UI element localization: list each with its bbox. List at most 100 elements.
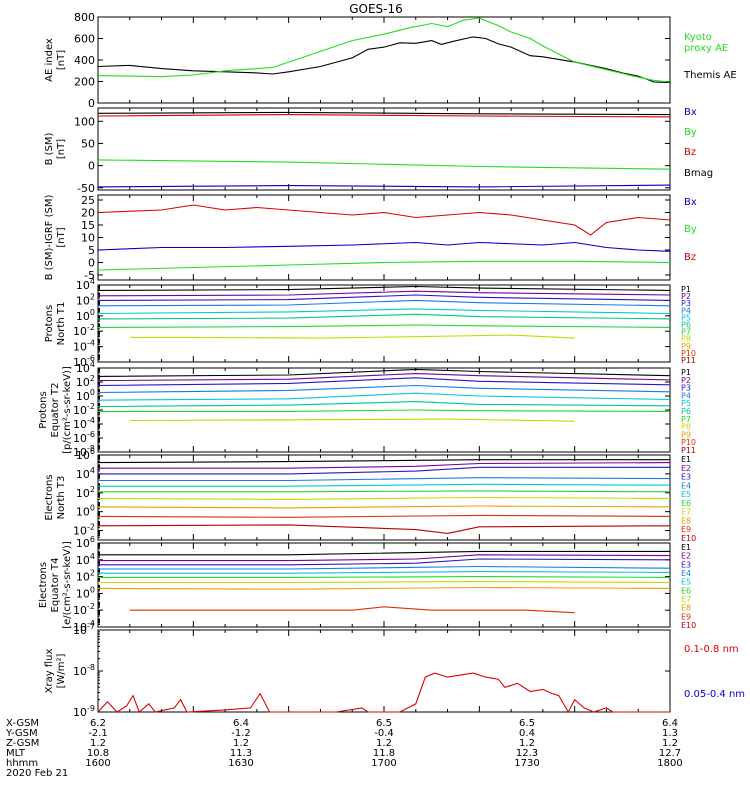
x-axis-value: 1630	[228, 758, 253, 769]
x-axis-value: 11.3	[230, 748, 252, 759]
legend-entry: Bz	[684, 252, 696, 263]
y-tick-label: 102	[76, 485, 95, 500]
legend-entry: P8	[681, 335, 691, 344]
panel-xray: 10-9 10-8 10-7 Xray flux [W/m²] 0.1-0.8 nm 0.0…	[44, 622, 745, 719]
panel-bsm: -50 0 50 100 B (SM) [nT] Bx By Bz Bmag	[44, 107, 713, 195]
legend-entry: E7	[681, 595, 691, 604]
legend-entry: P10	[681, 349, 696, 358]
y-axis-label: Equator T4	[50, 558, 61, 613]
series-p6	[97, 313, 671, 320]
y-tick-label: 15	[81, 219, 95, 232]
series-p4	[97, 384, 671, 394]
y-tick-label: 400	[74, 54, 95, 67]
legend-entry: P1	[681, 285, 691, 294]
x-axis-value: 1800	[657, 758, 682, 769]
x-axis-value: 12.7	[659, 748, 681, 759]
legend-entry: E3	[681, 560, 691, 569]
legend-entry: P2	[681, 292, 691, 301]
series-bz	[97, 204, 671, 236]
y-tick-label: 5	[88, 244, 95, 257]
x-axis-value: 6.5	[519, 718, 535, 729]
x-axis-value: -0.4	[374, 728, 394, 739]
y-axis-label: B (SM)	[44, 132, 55, 165]
series-p1	[97, 368, 671, 377]
x-axis-value: 6.5	[376, 718, 392, 729]
x-axis-value: 6.2	[90, 718, 106, 729]
y-axis-label: [nT]	[56, 227, 67, 247]
x-axis-value: 1.2	[90, 738, 106, 749]
series-e8	[97, 586, 671, 590]
legend-entry: E1	[681, 543, 691, 552]
x-axis-value: 12.3	[516, 748, 538, 759]
series-p2	[97, 373, 671, 382]
y-tick-label: 100	[76, 504, 95, 519]
legend-entry: P4	[681, 391, 691, 400]
y-tick-label: 104	[76, 552, 95, 567]
series-e4	[98, 477, 671, 482]
legend: Bx By Bz	[684, 197, 697, 263]
y-tick-label: 104	[76, 277, 95, 292]
legend-entry: Themis AE	[683, 70, 737, 81]
x-axis-value: 1.2	[376, 738, 392, 749]
x-axis-value: 1700	[371, 758, 396, 769]
legend-entry: E4	[681, 569, 691, 578]
y-axis-label: Electrons	[38, 562, 49, 608]
y-tick-label: 10-6	[73, 354, 95, 369]
legend-entry: P5	[681, 399, 691, 408]
series-p3	[97, 377, 671, 387]
y-axis-label: Protons	[44, 305, 55, 342]
series-p6	[97, 401, 671, 408]
y-axis-label: [nT]	[56, 139, 67, 159]
series-e6	[98, 490, 671, 493]
legend-entry: E5	[681, 578, 691, 587]
x-axis-value: 1.2	[233, 738, 249, 749]
x-axis-value: 1600	[85, 758, 110, 769]
panel-frame	[97, 16, 671, 104]
y-tick-label: 100	[76, 585, 95, 600]
series-p8	[129, 334, 575, 339]
x-axis-value: 6.4	[662, 718, 678, 729]
series-0.1-0.8-nm	[97, 672, 670, 714]
series-e7	[97, 496, 671, 500]
series-p5	[97, 308, 671, 315]
y-tick-label: 10-6	[73, 430, 95, 445]
legend-entry: 0.1-0.8 nm	[684, 644, 739, 655]
legend-entry: E2	[681, 552, 691, 561]
legend-entry: P7	[681, 328, 691, 337]
series-e5	[98, 571, 671, 574]
x-axis-value: 1.3	[662, 728, 678, 739]
legend-entry: E9	[681, 612, 691, 621]
y-tick-label: 102	[76, 374, 95, 389]
legend-entry: Kyoto	[684, 32, 712, 43]
y-axis-label: Electrons	[44, 474, 55, 520]
y-axis-label: Equator T2	[50, 383, 61, 438]
y-tick-label: 104	[76, 360, 95, 375]
legend-entry: P5	[681, 313, 691, 322]
y-tick-label: 10-4	[73, 416, 95, 431]
series-p1	[97, 285, 671, 291]
y-tick-label: 800	[74, 11, 95, 24]
legend-entry: E8	[681, 516, 691, 525]
series-e3	[98, 466, 670, 475]
series-kyoto-proxy-ae	[97, 17, 671, 83]
y-axis-label: AE index	[44, 38, 55, 82]
legend-entry: E10	[681, 621, 696, 630]
y-tick-label: 10-4	[73, 339, 95, 354]
series-e6	[98, 576, 671, 578]
y-tick-label: 104	[76, 466, 95, 481]
legend-entry: E6	[681, 586, 691, 595]
legend: Bx By Bz Bmag	[684, 107, 713, 179]
legend-entry: E10	[681, 534, 696, 543]
y-tick-label: 106	[76, 447, 95, 462]
legend-entry: P7	[681, 415, 691, 424]
legend-entry: E1	[681, 455, 691, 464]
x-axis-value: -2.1	[88, 728, 108, 739]
series-e7	[98, 581, 671, 584]
y-tick-label: 50	[81, 137, 95, 150]
series-e10	[97, 524, 671, 534]
